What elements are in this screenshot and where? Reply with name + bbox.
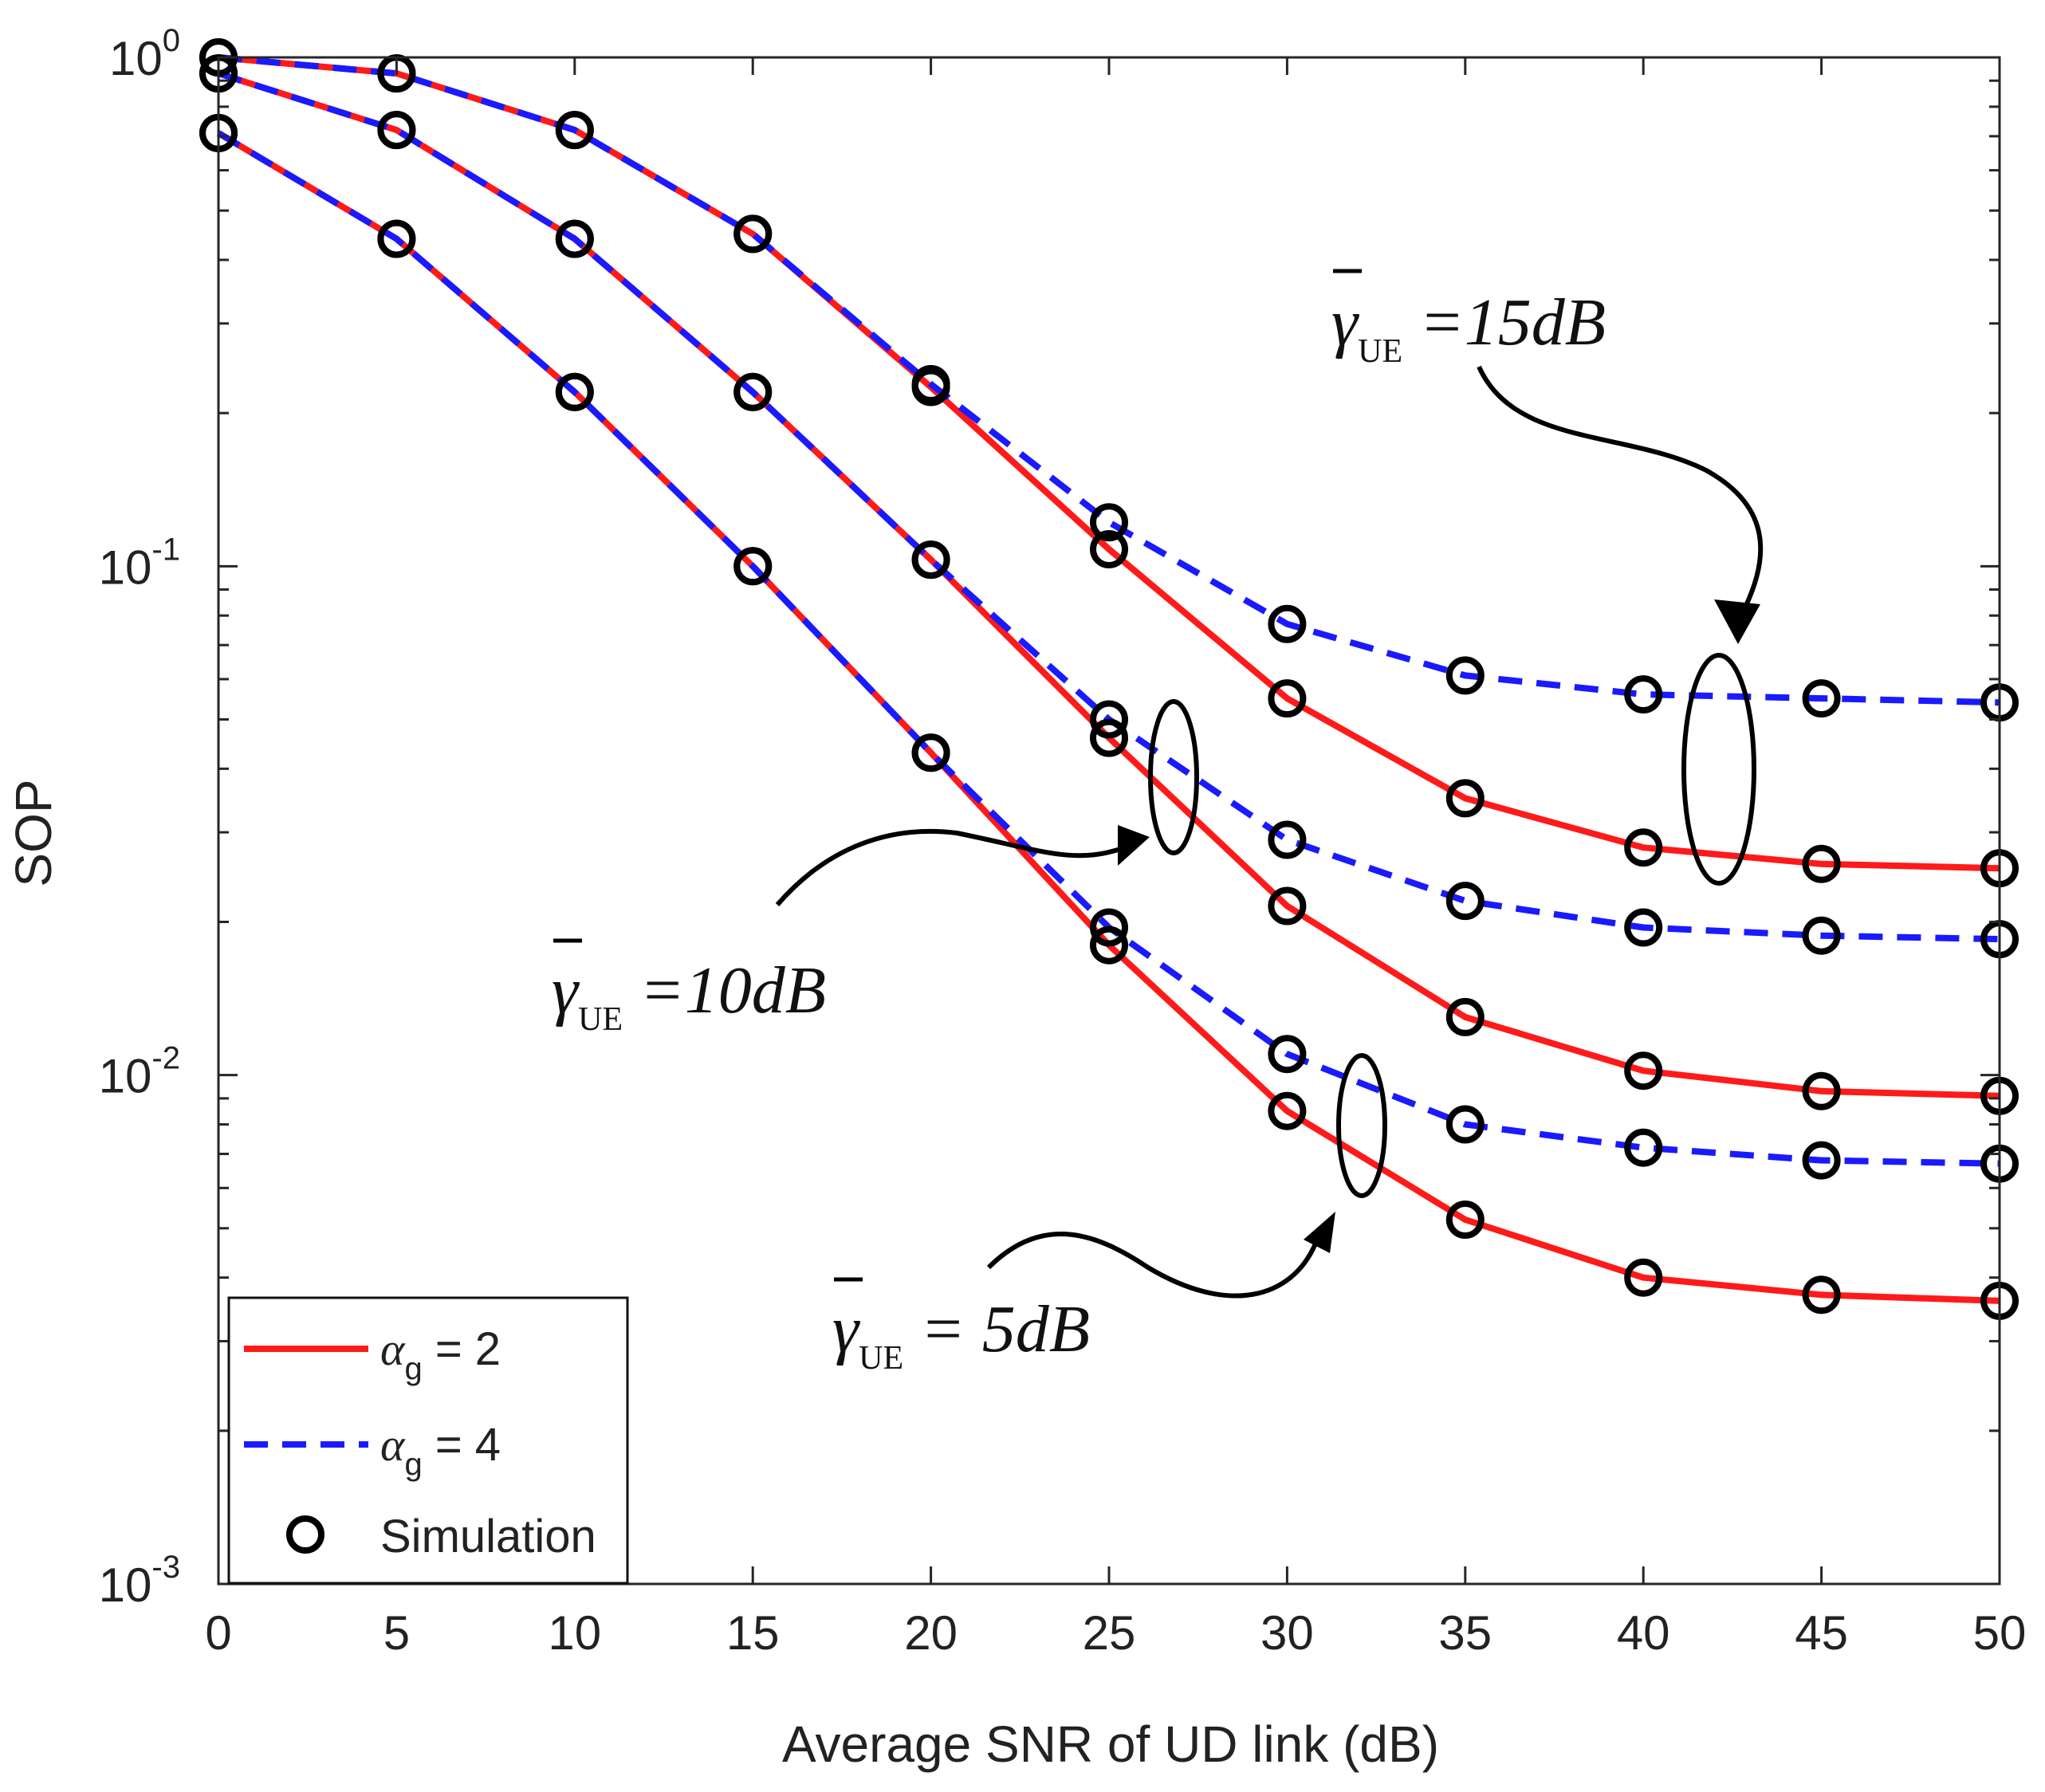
sim-marker (1090, 700, 1128, 739)
sim-marker (1802, 844, 1841, 883)
x-tick-label: 10 (548, 1606, 601, 1660)
sim-marker (1445, 882, 1485, 921)
legend-label-alpha2: αg = 2 (380, 1323, 501, 1386)
sim-marker (1268, 604, 1307, 643)
y-tick-label: 10-1 (99, 532, 180, 594)
sim-marker (1624, 1051, 1663, 1091)
x-tick-label: 30 (1260, 1606, 1314, 1660)
legend-symbol-simulation (286, 1515, 324, 1554)
x-tick-label: 40 (1617, 1606, 1670, 1660)
sim-marker (1624, 1128, 1663, 1167)
simulation-markers (199, 38, 2019, 1320)
sim-marker (377, 111, 416, 150)
sim-marker (1090, 718, 1128, 757)
sim-marker (555, 372, 594, 411)
sim-marker (1624, 828, 1663, 867)
sim-marker (377, 219, 416, 258)
x-tick-label: 45 (1795, 1606, 1848, 1660)
x-tick-label: 35 (1438, 1606, 1492, 1660)
annotation-label-ue10: γUE =10dB (552, 953, 826, 1038)
x-tick-label: 20 (904, 1606, 958, 1660)
sim-marker (1802, 1275, 1841, 1315)
x-axis-label: Average SNR of UD link (dB) (782, 1715, 1439, 1773)
sim-marker (1624, 908, 1663, 947)
series-line-0 (218, 54, 2000, 872)
x-tick-label: 15 (726, 1606, 780, 1660)
sim-marker (1268, 820, 1307, 859)
annotation-arrow-ue5 (986, 1232, 1318, 1299)
sim-marker (1268, 679, 1307, 718)
annotation-arrowhead-ue5 (1304, 1212, 1335, 1253)
axis-ticks: 0 5 10 15 20 25 30 35 40 45 50 100 10-1 10-2 10-3 (99, 23, 2027, 1660)
sim-marker (1445, 779, 1485, 818)
annotations: γUE =15dB γUE =10dB γUE = 5dB (552, 269, 1764, 1377)
legend-box (227, 1296, 629, 1585)
x-tick-label: 5 (383, 1606, 410, 1660)
y-tick-label: 10-2 (99, 1041, 180, 1103)
sim-marker (911, 364, 950, 403)
annotation-arrowhead-ue10 (1118, 825, 1150, 866)
sim-marker (555, 111, 594, 150)
sim-marker (911, 540, 950, 580)
sim-marker (1268, 886, 1307, 925)
legend-label-alpha4: αg = 4 (380, 1419, 501, 1482)
sim-marker (733, 372, 773, 411)
y-tick-label: 10-3 (99, 1550, 180, 1612)
sim-marker (1090, 925, 1128, 965)
series-line-1 (218, 54, 2000, 706)
annotation-arrow-ue10 (775, 828, 1121, 906)
annotation-ellipse-ue5 (1336, 1053, 1387, 1198)
y-tick-label: 100 (109, 23, 180, 85)
sim-marker (1624, 675, 1663, 714)
sim-marker (1802, 1071, 1841, 1110)
annotation-arrowhead-ue15 (1714, 599, 1760, 644)
x-tick-label: 25 (1083, 1606, 1136, 1660)
sim-marker (1268, 1035, 1307, 1074)
sim-marker (733, 547, 773, 586)
sim-marker (1802, 916, 1841, 955)
sim-marker (733, 214, 773, 253)
sim-marker (1090, 503, 1128, 542)
annotation-label-ue15: γUE =15dB (1331, 285, 1606, 370)
y-axis-label: SOP (5, 779, 62, 886)
sim-marker (1802, 679, 1841, 718)
sim-marker (1445, 997, 1485, 1036)
annotation-label-ue5: γUE = 5dB (832, 1292, 1090, 1377)
sim-marker (1624, 1258, 1663, 1297)
sim-marker (1445, 656, 1485, 695)
sim-marker (1802, 1141, 1841, 1180)
sim-marker (911, 733, 950, 772)
sim-marker (1090, 908, 1128, 947)
legend-label-simulation: Simulation (380, 1511, 596, 1562)
x-tick-label: 50 (1973, 1606, 2027, 1660)
sim-marker (1445, 1105, 1485, 1144)
legend: αg = 2 αg = 4 Simulation (227, 1296, 629, 1585)
annotation-arrow-ue15 (1477, 365, 1764, 615)
sim-marker (1445, 1201, 1485, 1239)
sim-marker (1090, 530, 1128, 568)
annotation-ellipse-ue15 (1681, 653, 1756, 886)
sim-marker (555, 219, 594, 258)
sim-marker (1268, 1091, 1307, 1130)
annotation-ellipse-ue10 (1148, 699, 1199, 855)
x-tick-label: 0 (205, 1606, 231, 1660)
